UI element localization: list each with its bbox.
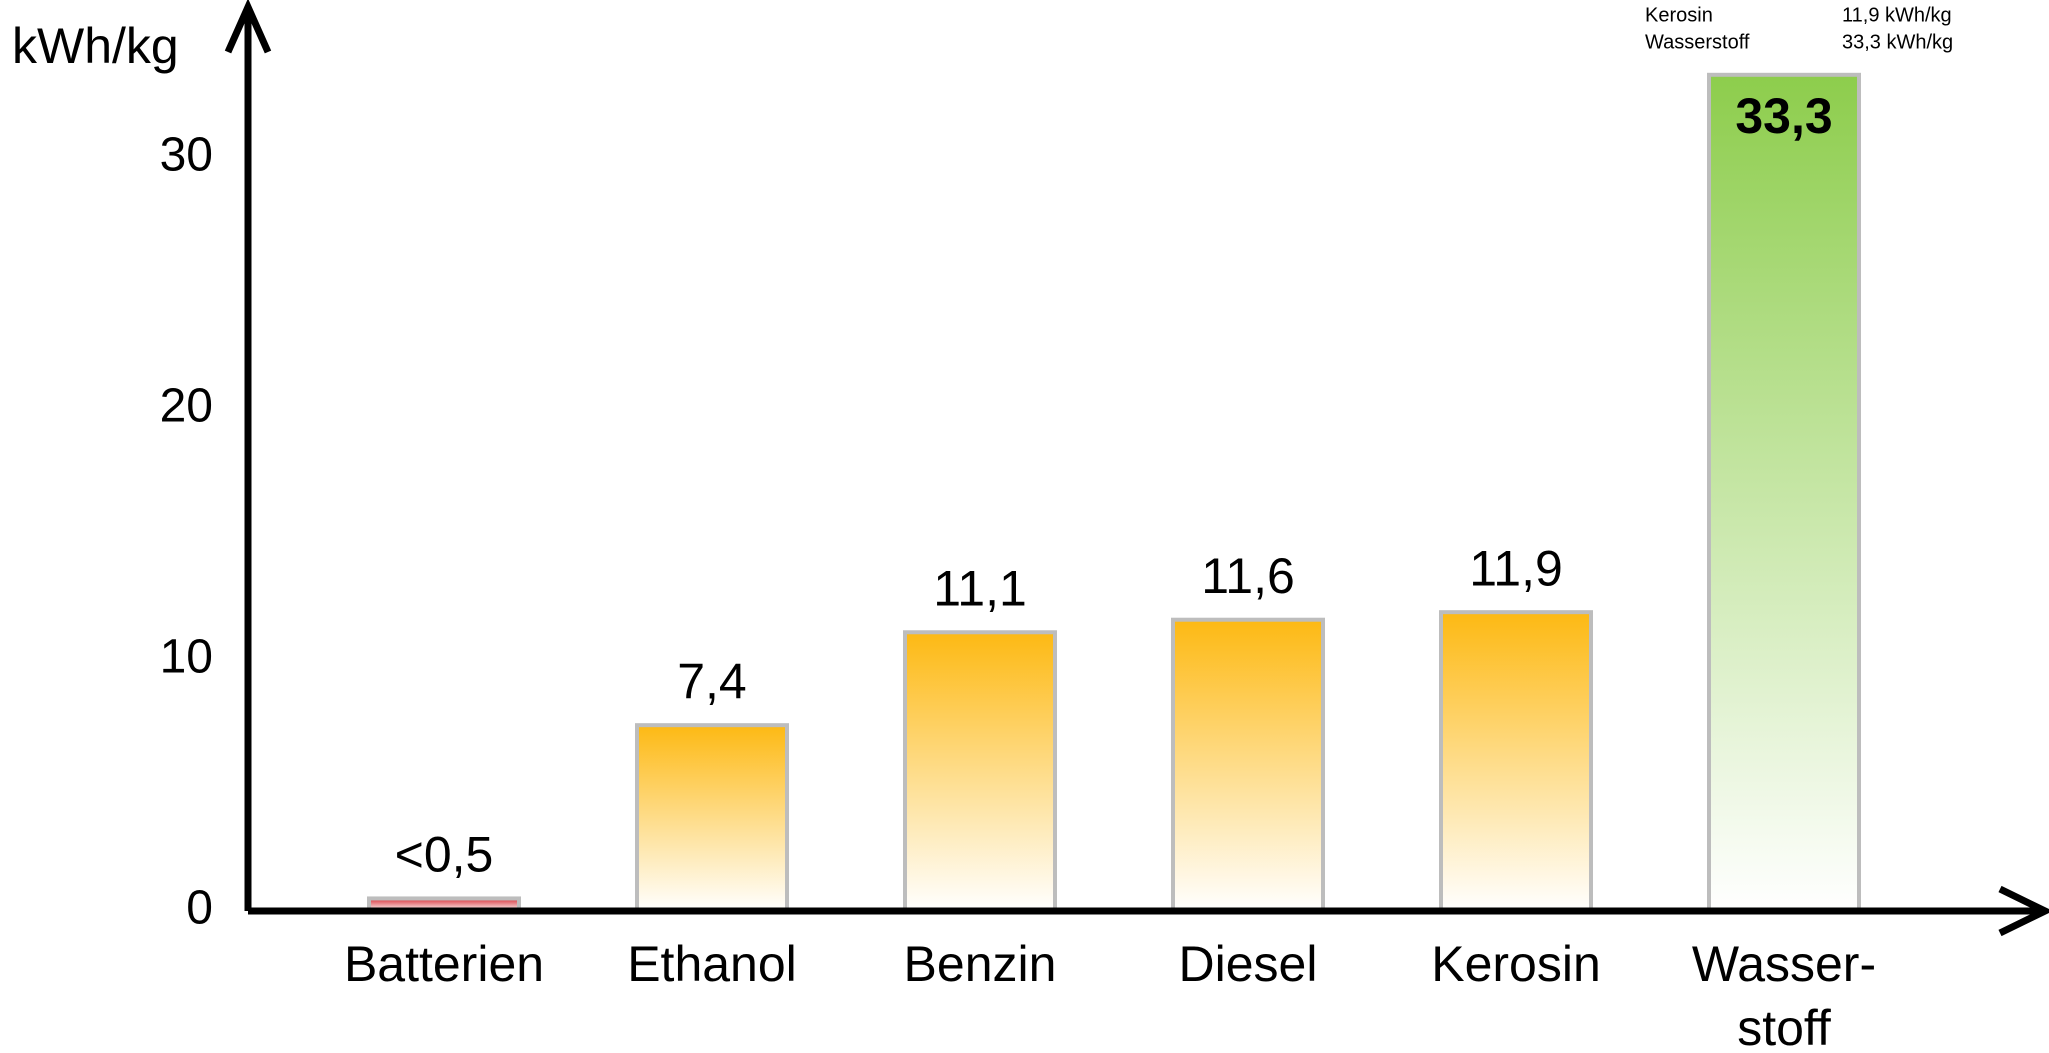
x-tick-label: Diesel	[1179, 936, 1318, 992]
bar	[1171, 617, 1325, 913]
x-tick-label: Batterien	[344, 936, 544, 992]
value-label: <0,5	[395, 827, 494, 883]
x-tick-label: Benzin	[904, 936, 1057, 992]
y-axis-label: kWh/kg	[12, 18, 179, 74]
y-axis-arrow	[224, 0, 272, 54]
note-value: 33,3 kWh/kg	[1842, 31, 1953, 53]
value-label: 7,4	[677, 653, 747, 709]
x-axis-arrow	[1998, 885, 2049, 937]
value-label: 11,6	[1201, 548, 1295, 604]
value-label: 33,3	[1735, 88, 1832, 144]
x-tick-label: Ethanol	[627, 936, 797, 992]
y-tick-label: 0	[186, 882, 213, 935]
note-name: Kerosin	[1645, 4, 1713, 26]
value-label: 11,9	[1469, 540, 1563, 596]
y-tick-label: 30	[160, 128, 213, 181]
bar	[903, 630, 1057, 913]
bar	[1707, 72, 1861, 914]
bar	[1439, 610, 1593, 914]
value-label: 11,1	[933, 560, 1027, 616]
note-name: Wasserstoff	[1645, 31, 1750, 53]
y-tick-label: 10	[160, 631, 213, 684]
note-value: 11,9 kWh/kg	[1842, 4, 1952, 26]
bar	[635, 723, 789, 914]
x-tick-label: Kerosin	[1431, 936, 1601, 992]
x-tick-label: Wasser-stoff	[1692, 936, 1876, 1053]
y-tick-label: 20	[160, 379, 213, 432]
